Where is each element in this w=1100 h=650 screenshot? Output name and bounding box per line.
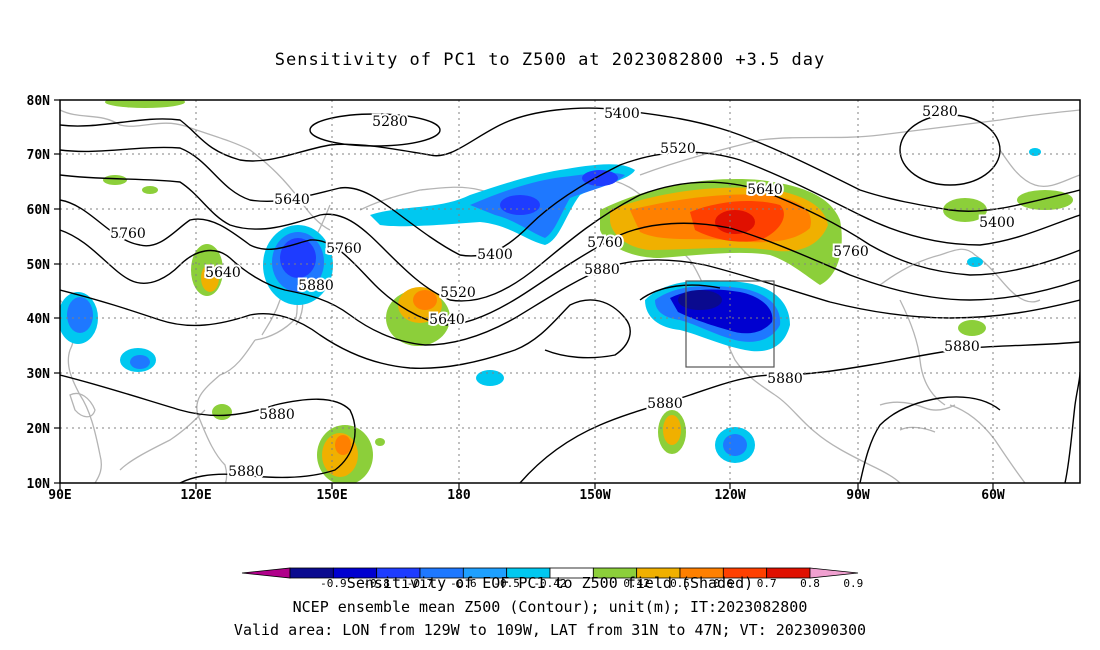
contour-label: 5640 xyxy=(747,182,783,198)
colorbar-tick-label: -0.7 xyxy=(407,577,434,590)
axis-ticks xyxy=(54,99,994,489)
lon-label: 120E xyxy=(180,488,211,503)
contour-label: 5280 xyxy=(372,114,408,130)
colorbar-tick-label: -0.8 xyxy=(363,577,390,590)
caption-contour: NCEP ensemble mean Z500 (Contour); unit(… xyxy=(292,598,808,616)
colorbar-tick-label: 0.5 xyxy=(670,577,690,590)
plot-frame xyxy=(59,99,1081,484)
colorbar-tick-label: 0.42 xyxy=(623,577,650,590)
lon-label: 120W xyxy=(714,488,745,503)
lat-label: 60N xyxy=(27,203,51,218)
contour-label: 5640 xyxy=(274,192,310,208)
lon-label: 180 xyxy=(447,488,471,503)
lon-label: 90W xyxy=(846,488,870,503)
lat-label: 40N xyxy=(27,312,51,327)
colorbar-tick-label: 0.7 xyxy=(757,577,777,590)
graticule xyxy=(60,100,1080,483)
lat-label: 30N xyxy=(27,367,51,382)
colorbar-labels: -0.9 -0.8 -0.7 -0.6 -0.5 -0.42 0.42 0.5 0.6 0.7 0.… xyxy=(320,577,863,590)
lat-labels: 80N 70N 60N 50N 40N 30N 20N 10N xyxy=(27,94,51,492)
colorbar-tick-label: 0.6 xyxy=(713,577,733,590)
lon-label: 150E xyxy=(316,488,347,503)
caption-valid-area: Valid area: LON from 129W to 109W, LAT f… xyxy=(233,621,867,639)
contour-label: 5520 xyxy=(440,285,476,301)
lat-label: 70N xyxy=(27,148,51,163)
colorbar-boxes xyxy=(241,567,859,579)
contour-label: 5760 xyxy=(326,241,362,257)
valid-area-box xyxy=(685,280,775,368)
z500-contours xyxy=(60,107,1080,483)
contour-label: 5520 xyxy=(660,141,696,157)
contour-label: 5880 xyxy=(647,396,683,412)
lon-labels: 90E 120E 150E 180 150W 120W 90W 60W xyxy=(48,488,1005,503)
contour-label: 5880 xyxy=(767,371,803,387)
lon-label: 150W xyxy=(579,488,610,503)
lat-label: 50N xyxy=(27,258,51,273)
lon-label: 60W xyxy=(981,488,1005,503)
contour-label: 5880 xyxy=(298,278,334,294)
contour-labels: 5280 5280 5400 5400 5400 5520 5520 5640 … xyxy=(108,102,1017,482)
lon-label: 90E xyxy=(48,488,71,503)
lat-label: 20N xyxy=(27,422,51,437)
sensitivity-shading xyxy=(60,100,1073,483)
contour-label: 5640 xyxy=(205,265,241,281)
lat-label: 10N xyxy=(27,477,51,492)
colorbar-tick-label: -0.9 xyxy=(320,577,347,590)
contour-label: 5760 xyxy=(587,235,623,251)
lat-label: 80N xyxy=(27,94,51,109)
colorbar-tick-label: -0.6 xyxy=(450,577,477,590)
colorbar-tick-label: 0.8 xyxy=(800,577,820,590)
colorbar-tick-label: -0.5 xyxy=(493,577,520,590)
chart-title: Sensitivity of PC1 to Z500 at 2023082800… xyxy=(274,50,826,70)
caption-shading: Sensitivity of EOF PC1 to Z500 field (Sh… xyxy=(346,574,754,592)
colorbar-triangle-high xyxy=(809,567,859,579)
contour-label: 5880 xyxy=(584,262,620,278)
contour-label: 5400 xyxy=(477,247,513,263)
colorbar-tick-label: -0.42 xyxy=(533,577,566,590)
contour-label: 5760 xyxy=(833,244,869,260)
contour-label: 5880 xyxy=(228,464,264,480)
contour-label: 5280 xyxy=(922,104,958,120)
contour-label: 5880 xyxy=(259,407,295,423)
contour-label: 5400 xyxy=(604,106,640,122)
colorbar-tick-label: 0.9 xyxy=(843,577,863,590)
contour-label: 5640 xyxy=(429,312,465,328)
contour-label: 5400 xyxy=(979,215,1015,231)
contour-label: 5760 xyxy=(110,226,146,242)
contour-label: 5880 xyxy=(944,339,980,355)
